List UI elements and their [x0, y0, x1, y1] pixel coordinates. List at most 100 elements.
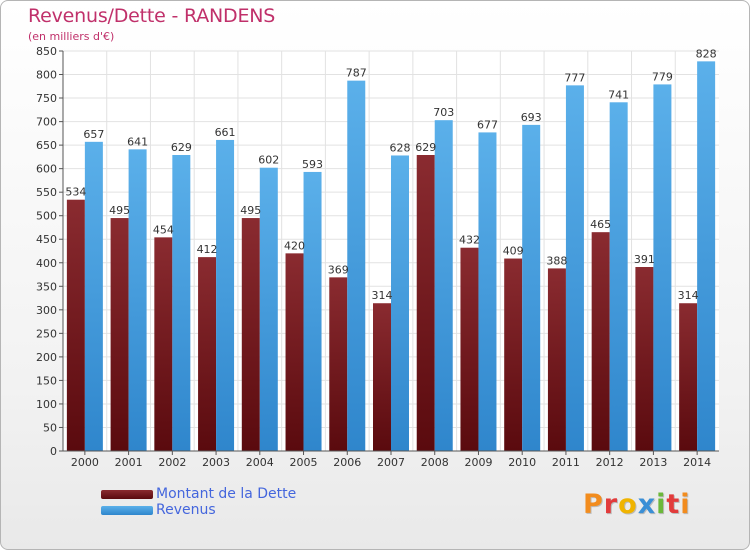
x-tick-label: 2014 — [683, 456, 711, 469]
x-tick-label: 2000 — [71, 456, 99, 469]
x-tick-label: 2003 — [202, 456, 230, 469]
data-label-dette-2009: 432 — [459, 234, 480, 247]
bar-dette-2005 — [285, 253, 304, 451]
data-label-revenus-2004: 602 — [258, 154, 279, 167]
data-label-revenus-2000: 657 — [83, 128, 104, 141]
chart-title: Revenus/Dette - RANDENS — [28, 5, 276, 27]
bar-dette-2014 — [679, 303, 698, 451]
bar-dette-2001 — [110, 218, 129, 451]
data-label-dette-2008: 629 — [415, 141, 436, 154]
bar-revenus-2004 — [259, 167, 278, 452]
data-label-dette-2010: 409 — [503, 245, 524, 258]
bar-revenus-2001 — [128, 149, 147, 451]
bar-revenus-2009 — [478, 132, 497, 452]
y-tick-label: 100 — [36, 398, 57, 411]
bar-dette-2011 — [547, 268, 566, 451]
legend-label-dette: Montant de la Dette — [156, 486, 297, 502]
y-tick-label: 50 — [43, 421, 57, 434]
y-tick-label: 150 — [36, 374, 57, 387]
legend-swatch-revenus — [101, 506, 153, 515]
x-tick-label: 2011 — [552, 456, 580, 469]
data-label-dette-2011: 388 — [546, 254, 567, 267]
bar-revenus-2003 — [216, 139, 235, 452]
data-label-revenus-2011: 777 — [564, 71, 585, 84]
legend-swatch-dette — [101, 490, 153, 499]
data-label-dette-2014: 314 — [678, 289, 699, 302]
data-label-revenus-2014: 828 — [696, 47, 717, 60]
data-label-dette-2002: 454 — [153, 223, 174, 236]
y-tick-label: 550 — [36, 186, 57, 199]
chart-subtitle: (en milliers d'€) — [28, 30, 115, 43]
data-label-dette-2000: 534 — [65, 186, 86, 199]
x-tick-label: 2006 — [333, 456, 361, 469]
bar-dette-2008 — [416, 155, 435, 451]
data-label-revenus-2007: 628 — [390, 141, 411, 154]
data-label-dette-2007: 314 — [372, 289, 393, 302]
bar-revenus-2013 — [653, 84, 672, 451]
x-tick-label: 2008 — [421, 456, 449, 469]
x-tick-label: 2009 — [464, 456, 492, 469]
data-label-revenus-2001: 641 — [127, 135, 148, 148]
data-label-revenus-2009: 677 — [477, 118, 498, 131]
data-label-revenus-2005: 593 — [302, 158, 323, 171]
x-tick-label: 2001 — [115, 456, 143, 469]
data-label-dette-2001: 495 — [109, 204, 130, 217]
bar-revenus-2008 — [434, 120, 453, 452]
x-tick-label: 2010 — [508, 456, 536, 469]
bar-revenus-2000 — [84, 141, 103, 451]
data-label-revenus-2003: 661 — [215, 126, 236, 139]
data-label-dette-2004: 495 — [240, 204, 261, 217]
bar-dette-2009 — [460, 247, 479, 451]
data-label-revenus-2010: 693 — [521, 111, 542, 124]
data-label-revenus-2008: 703 — [433, 106, 454, 119]
bar-revenus-2006 — [347, 80, 366, 451]
y-tick-label: 450 — [36, 233, 57, 246]
y-tick-label: 0 — [50, 445, 57, 458]
data-label-revenus-2012: 741 — [608, 88, 629, 101]
bar-dette-2000 — [66, 199, 85, 451]
bar-dette-2012 — [591, 232, 610, 451]
bar-revenus-2007 — [391, 155, 409, 451]
y-tick-label: 600 — [36, 163, 57, 176]
x-tick-label: 2005 — [290, 456, 318, 469]
y-tick-label: 400 — [36, 257, 57, 270]
data-label-revenus-2006: 787 — [346, 67, 367, 80]
y-tick-label: 350 — [36, 280, 57, 293]
x-tick-label: 2013 — [639, 456, 667, 469]
y-tick-label: 750 — [36, 92, 57, 105]
bar-dette-2002 — [154, 237, 173, 451]
y-tick-label: 200 — [36, 351, 57, 364]
proxiti-logo: Proxiti — [583, 489, 691, 520]
data-label-dette-2006: 369 — [328, 263, 349, 276]
data-label-revenus-2002: 629 — [171, 141, 192, 154]
bar-dette-2013 — [635, 267, 654, 451]
x-tick-label: 2002 — [158, 456, 186, 469]
bar-dette-2004 — [241, 218, 260, 451]
data-label-dette-2013: 391 — [634, 253, 655, 266]
x-tick-label: 2004 — [246, 456, 274, 469]
bar-revenus-2014 — [697, 61, 716, 452]
y-tick-label: 500 — [36, 210, 57, 223]
bar-dette-2003 — [198, 257, 217, 451]
y-tick-label: 850 — [36, 45, 57, 58]
data-label-dette-2005: 420 — [284, 239, 305, 252]
bar-revenus-2002 — [172, 155, 191, 451]
y-tick-label: 300 — [36, 304, 57, 317]
y-tick-label: 800 — [36, 69, 57, 82]
bar-dette-2007 — [373, 303, 391, 451]
data-label-revenus-2013: 779 — [652, 70, 673, 83]
legend-label-revenus: Revenus — [156, 502, 216, 518]
bar-revenus-2005 — [303, 171, 322, 452]
y-tick-label: 700 — [36, 116, 57, 129]
x-tick-label: 2012 — [596, 456, 624, 469]
bar-dette-2010 — [504, 258, 523, 451]
y-tick-label: 250 — [36, 327, 57, 340]
data-label-dette-2012: 465 — [590, 218, 611, 231]
x-tick-label: 2007 — [377, 456, 405, 469]
bar-dette-2006 — [329, 277, 348, 451]
bar-revenus-2012 — [609, 102, 628, 451]
bar-revenus-2011 — [565, 85, 584, 452]
y-tick-label: 650 — [36, 139, 57, 152]
